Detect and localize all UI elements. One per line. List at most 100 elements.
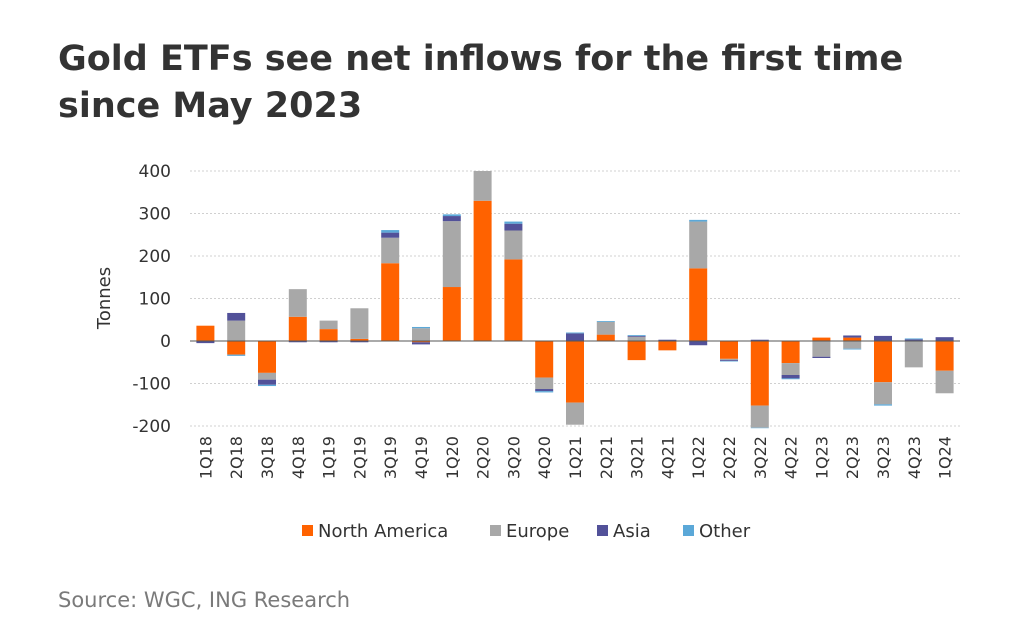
bar-other-1Q20 (442, 214, 461, 217)
bar-other-3Q23 (874, 404, 892, 406)
bar-europe-4Q19 (412, 328, 430, 341)
bar-asia-1Q20 (442, 216, 461, 222)
bar-other-2Q21 (596, 321, 615, 322)
legend-swatch (302, 525, 313, 536)
x-tick-label: 1Q21 (566, 436, 585, 479)
bar-north-america-3Q20 (504, 259, 523, 341)
bar-other-2Q23 (843, 348, 862, 350)
bar-north-america-1Q21 (566, 341, 584, 403)
bar-north-america-3Q21 (627, 341, 646, 361)
bar-other-3Q19 (381, 230, 400, 233)
legend-item-other: Other (683, 521, 751, 542)
legend-label: Asia (613, 521, 651, 542)
legend: North America Europe Asia Other (302, 521, 751, 542)
bar-europe-3Q22 (750, 405, 769, 428)
bar-north-america-2Q23 (843, 337, 862, 341)
bar-europe-3Q20 (504, 230, 523, 260)
x-tick-label: 2Q19 (350, 436, 369, 479)
bar-north-america-2Q22 (720, 341, 738, 359)
bar-asia-4Q20 (535, 389, 554, 392)
y-axis-ticks: -200 -100 0 100 200 300 400 (132, 162, 171, 437)
bars (196, 171, 954, 429)
bar-other-4Q22 (781, 378, 800, 380)
legend-item-north-america: North America (302, 521, 448, 542)
bar-north-america-1Q24 (935, 341, 954, 371)
legend-label: Other (699, 521, 751, 542)
x-tick-label: 4Q20 (535, 436, 554, 479)
x-tick-label: 3Q22 (751, 436, 770, 479)
bar-asia-2Q22 (720, 360, 738, 361)
bar-europe-2Q22 (720, 358, 738, 361)
x-tick-label: 2Q23 (843, 436, 862, 479)
bar-asia-1Q23 (812, 356, 831, 358)
bar-asia-4Q18 (288, 341, 307, 343)
bar-other-3Q21 (627, 335, 646, 336)
legend-item-europe: Europe (490, 521, 569, 542)
x-tick-label: 3Q19 (381, 436, 400, 479)
x-axis-ticks: 1Q18 2Q18 3Q18 4Q18 1Q19 2Q19 3Q19 4Q19 1Q20 2Q20… (196, 436, 954, 479)
x-tick-label: 2Q18 (227, 436, 246, 479)
bar-other-1Q21 (566, 332, 584, 334)
legend-item-asia: Asia (597, 521, 651, 542)
bar-europe-2Q18 (227, 320, 246, 341)
bar-asia-2Q18 (227, 312, 246, 321)
legend-label: North America (318, 521, 448, 542)
bar-europe-3Q18 (258, 372, 276, 380)
bar-other-4Q20 (535, 391, 554, 393)
bar-other-1Q22 (689, 219, 708, 222)
bar-asia-1Q22 (689, 341, 708, 346)
bar-north-america-1Q22 (689, 268, 708, 341)
legend-swatch (597, 525, 608, 536)
bar-europe-4Q23 (904, 341, 923, 368)
bar-north-america-2Q21 (596, 334, 615, 341)
x-tick-label: 1Q18 (196, 436, 215, 479)
x-tick-label: 2Q22 (720, 436, 739, 479)
bar-asia-4Q22 (781, 375, 800, 379)
bar-north-america-4Q21 (658, 341, 677, 351)
bar-europe-1Q24 (935, 370, 954, 394)
bar-asia-3Q23 (874, 335, 892, 341)
bar-north-america-3Q18 (258, 341, 276, 373)
bar-europe-1Q23 (812, 341, 831, 357)
bar-north-america-4Q22 (781, 341, 800, 364)
bar-europe-4Q18 (288, 289, 307, 317)
bar-europe-3Q21 (627, 336, 646, 341)
source-note: Source: WGC, ING Research (58, 588, 351, 612)
x-tick-label: 3Q23 (874, 436, 893, 479)
bar-other-3Q18 (258, 384, 276, 387)
y-tick-label: -100 (132, 375, 171, 395)
bar-asia-4Q23 (904, 339, 923, 341)
x-tick-label: 3Q21 (628, 436, 647, 479)
bar-asia-3Q20 (504, 223, 523, 231)
bar-north-america-2Q20 (473, 200, 492, 341)
bar-europe-4Q20 (535, 377, 554, 390)
y-tick-label: 400 (139, 162, 171, 182)
bar-other-4Q19 (412, 326, 430, 329)
bar-asia-2Q19 (350, 341, 369, 343)
x-tick-label: 1Q24 (936, 436, 955, 479)
bar-north-america-3Q23 (874, 341, 892, 383)
bar-europe-2Q21 (596, 321, 615, 335)
x-tick-label: 3Q18 (258, 436, 277, 479)
bar-europe-2Q20 (473, 171, 492, 201)
bar-asia-4Q19 (412, 342, 430, 345)
bar-north-america-4Q20 (535, 341, 554, 378)
legend-swatch (490, 525, 501, 536)
x-tick-label: 3Q20 (504, 436, 523, 479)
legend-swatch (683, 525, 694, 536)
bar-europe-1Q22 (689, 221, 708, 269)
bar-asia-2Q23 (843, 335, 862, 338)
x-tick-label: 1Q22 (689, 436, 708, 479)
bar-europe-3Q23 (874, 382, 892, 405)
bar-north-america-1Q19 (319, 329, 338, 341)
x-tick-label: 2Q21 (597, 436, 616, 479)
bar-asia-1Q18 (196, 341, 215, 344)
bar-europe-1Q19 (319, 320, 338, 330)
bar-north-america-3Q22 (750, 341, 769, 406)
bar-asia-1Q24 (935, 337, 954, 341)
bar-north-america-4Q18 (288, 316, 307, 341)
bar-asia-1Q21 (566, 333, 584, 341)
bar-asia-3Q18 (258, 379, 276, 385)
bar-europe-2Q19 (350, 308, 369, 339)
